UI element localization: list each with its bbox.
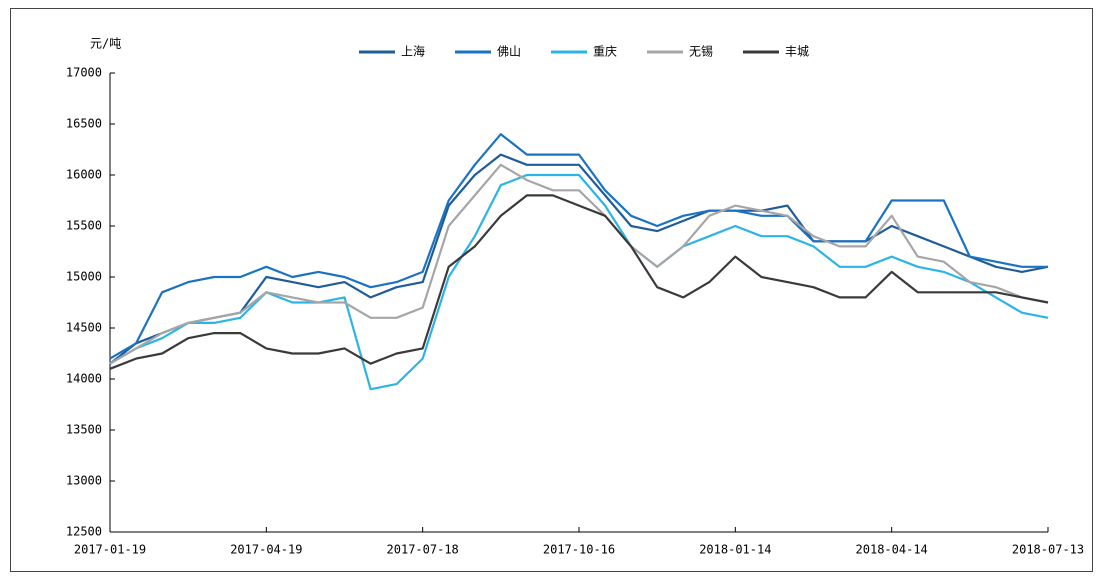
x-tick-label: 2017-04-19 (230, 543, 302, 557)
y-tick-label: 16000 (66, 168, 102, 182)
y-tick-label: 14500 (66, 321, 102, 335)
series-line (109, 133, 1048, 360)
y-tick-label: 12500 (66, 525, 102, 539)
legend-label: 丰城 (785, 45, 809, 59)
legend-label: 上海 (401, 44, 425, 59)
x-tick-label: 2018-04-14 (856, 543, 928, 557)
y-tick-label: 15000 (66, 270, 102, 284)
y-tick-label: 14000 (66, 372, 102, 386)
x-tick-label: 2018-07-13 (1012, 543, 1084, 557)
y-tick-label: 15500 (66, 219, 102, 233)
y-tick-label: 13500 (66, 423, 102, 437)
y-tick-label: 17000 (66, 66, 102, 80)
legend-label: 重庆 (593, 45, 617, 59)
y-tick-label: 13000 (66, 474, 102, 488)
series-line (109, 163, 1049, 365)
x-tick-label: 2017-07-18 (387, 543, 459, 557)
y-axis-label: 元/吨 (90, 37, 121, 51)
x-tick-label: 2017-01-19 (74, 543, 146, 557)
legend-label: 无锡 (689, 44, 713, 59)
series-line (109, 153, 1049, 365)
y-tick-label: 16500 (66, 117, 102, 131)
x-tick-label: 2017-10-16 (543, 543, 615, 557)
x-tick-label: 2018-01-14 (699, 543, 771, 557)
chart-frame (10, 8, 1093, 572)
series-line (109, 194, 1049, 370)
legend-label: 佛山 (497, 45, 521, 59)
